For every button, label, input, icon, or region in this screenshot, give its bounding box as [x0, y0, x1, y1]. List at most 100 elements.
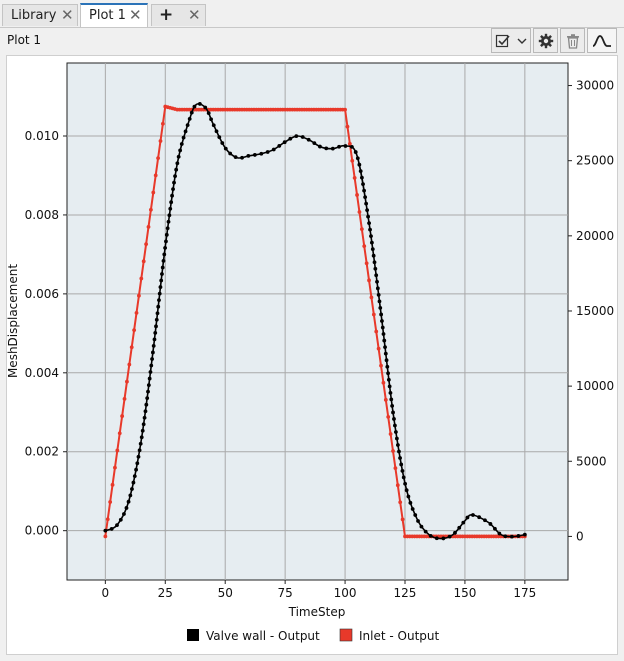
valve-wall-point [393, 423, 397, 428]
valve-wall-point [172, 180, 176, 185]
inlet-point [151, 190, 156, 195]
close-icon[interactable]: ✕ [129, 6, 142, 24]
inlet-point [388, 432, 393, 436]
valve-wall-point [154, 317, 159, 322]
inlet-point [125, 379, 129, 384]
valve-wall-point [252, 153, 257, 157]
valve-wall-point [185, 123, 190, 128]
delete-button[interactable] [560, 28, 585, 53]
inlet-point [386, 415, 391, 419]
inlet-point [139, 276, 144, 281]
valve-wall-point [277, 144, 282, 148]
valve-wall-point [150, 350, 155, 355]
valve-wall-point [483, 518, 487, 523]
x-tick-label: 125 [394, 586, 417, 600]
valve-wall-point [162, 252, 167, 257]
valve-wall-point [192, 104, 197, 109]
inlet-point [110, 482, 115, 487]
valve-wall-point [142, 415, 147, 420]
valve-wall-point [211, 123, 216, 128]
valve-wall-point [166, 219, 171, 224]
valve-wall-point [379, 312, 384, 317]
valve-wall-point [383, 351, 388, 356]
valve-wall-point [372, 260, 377, 265]
line-chart: 0 25 50 75 100 125 150 175 0.000 0.002 0.004 0.006… [6, 56, 617, 654]
valve-wall-point [397, 449, 401, 454]
valve-wall-point [174, 167, 179, 172]
valve-wall-point [457, 525, 462, 530]
valve-wall-point [423, 529, 428, 534]
valve-wall-point [366, 214, 370, 219]
close-icon[interactable]: ✕ [188, 6, 201, 24]
valve-wall-point [388, 390, 393, 395]
inlet-point [383, 397, 388, 402]
grid [67, 63, 568, 580]
inlet-point [374, 329, 379, 334]
inlet-point [393, 466, 398, 471]
valve-wall-point [390, 404, 395, 408]
x-axis: 0 25 50 75 100 125 150 175 [102, 580, 536, 600]
valve-wall-point [282, 140, 287, 145]
inlet-point [381, 380, 386, 385]
valve-wall-point [183, 129, 188, 134]
inlet-point [134, 311, 139, 315]
valve-wall-point [357, 162, 362, 167]
tab-library-label: Library [11, 8, 57, 23]
valve-wall-point [214, 129, 219, 134]
settings-button[interactable] [533, 28, 558, 53]
valve-wall-point [393, 430, 398, 434]
valve-wall-point [158, 285, 163, 289]
valve-wall-point [179, 142, 184, 146]
tab-library[interactable]: Library ✕ [2, 4, 78, 26]
valve-wall-point [400, 469, 405, 473]
valve-wall-point [465, 515, 470, 520]
valve-wall-point [306, 137, 311, 142]
y-right-tick-label: 15000 [576, 304, 614, 318]
valve-wall-point [159, 278, 164, 283]
valve-wall-point [126, 499, 131, 504]
valve-wall-point [178, 148, 183, 153]
valve-wall-point [157, 291, 162, 296]
valve-wall-point [413, 513, 418, 517]
select-series-button[interactable] [491, 28, 531, 53]
valve-wall-point [361, 182, 365, 186]
valve-wall-point [385, 364, 390, 369]
inlet-point [345, 124, 350, 129]
valve-wall-point [401, 475, 406, 480]
y-tick-label: 0.006 [25, 287, 59, 301]
y-right-tick-label: 5000 [576, 454, 607, 468]
y-tick-label: 0.000 [25, 524, 59, 538]
series-layer [103, 102, 527, 541]
valve-wall-point [165, 226, 170, 231]
tab-plot-1-label: Plot 1 [89, 8, 126, 23]
valve-wall-point [146, 383, 151, 388]
inlet-point [120, 414, 125, 418]
valve-wall-point [134, 467, 138, 472]
y-right-tick-label: 0 [576, 529, 584, 543]
y-right-tick-label: 30000 [576, 79, 614, 93]
valve-wall-point [392, 417, 396, 421]
y-tick-label: 0.008 [25, 208, 59, 222]
valve-wall-point [343, 144, 348, 148]
inlet-point [103, 534, 108, 539]
inlet-point [350, 158, 355, 163]
plot-type-button[interactable] [587, 28, 617, 53]
inlet-point [395, 483, 400, 488]
valve-wall-point [349, 144, 354, 149]
valve-wall-point [220, 141, 225, 145]
valve-wall-point [378, 306, 383, 310]
inlet-point [115, 448, 120, 453]
tab-new[interactable]: + ✕ [151, 4, 206, 26]
valve-wall-point [324, 146, 329, 151]
valve-wall-point [497, 531, 502, 536]
valve-wall-point [160, 265, 165, 270]
tab-plot-1[interactable]: Plot 1 ✕ [80, 3, 148, 27]
valve-wall-point [389, 397, 394, 402]
valve-wall-point [189, 110, 194, 115]
valve-wall-point [143, 409, 148, 414]
valve-wall-point [369, 234, 373, 239]
valve-wall-point [139, 435, 144, 440]
inlet-point [158, 139, 163, 143]
close-icon[interactable]: ✕ [61, 6, 74, 24]
valve-wall-point [365, 208, 370, 212]
